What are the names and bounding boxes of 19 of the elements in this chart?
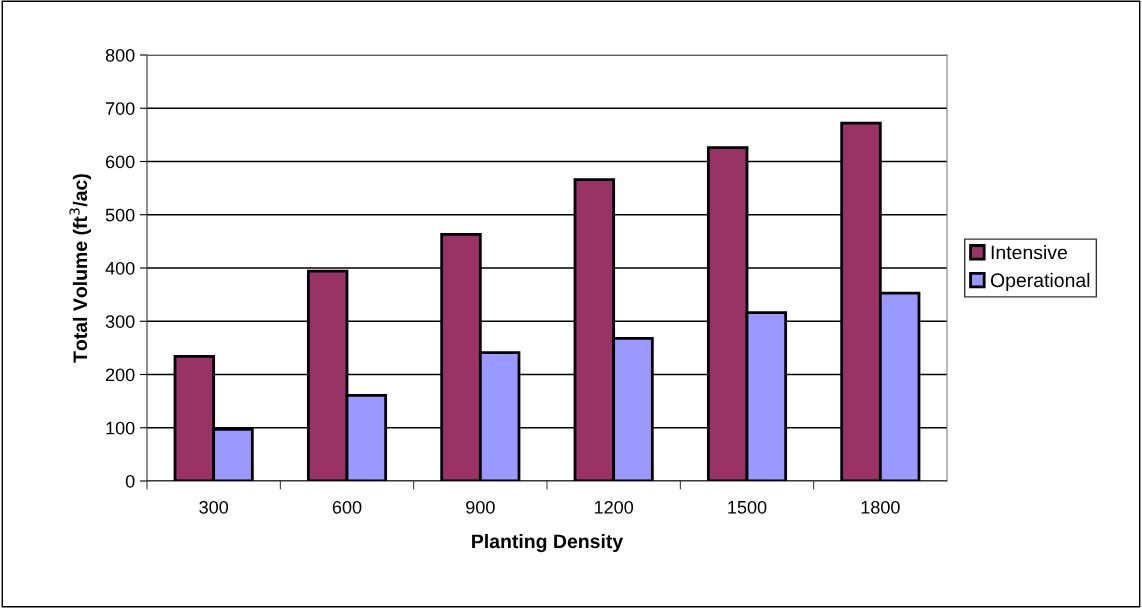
x-tick-label: 1500 — [728, 500, 767, 514]
y-axis-title: Total Volume (ft$^{3}$/ac) — [69, 174, 91, 363]
x-tick-label: 1800 — [861, 500, 900, 514]
y-tick-label: 200 — [105, 368, 135, 382]
x-axis-title: Planting Density — [472, 533, 624, 553]
y-tick-label: 700 — [106, 102, 135, 115]
y-tick-label: 500 — [105, 208, 135, 222]
y-tick-label: 800 — [105, 48, 135, 62]
y-tick-label: 100 — [106, 421, 135, 435]
y-tick-label: 0 — [125, 474, 135, 488]
x-tick-label: 600 — [332, 500, 362, 514]
x-tick-label: 900 — [466, 500, 495, 514]
legend-label: Operational — [990, 272, 1090, 291]
y-tick-label: 400 — [105, 261, 135, 275]
x-tick-label: 300 — [199, 500, 229, 514]
y-tick-label: 600 — [105, 155, 135, 169]
y-tick-label: 300 — [105, 315, 135, 328]
x-tick-label: 1200 — [594, 500, 634, 514]
legend-label: Intensive — [991, 245, 1067, 260]
